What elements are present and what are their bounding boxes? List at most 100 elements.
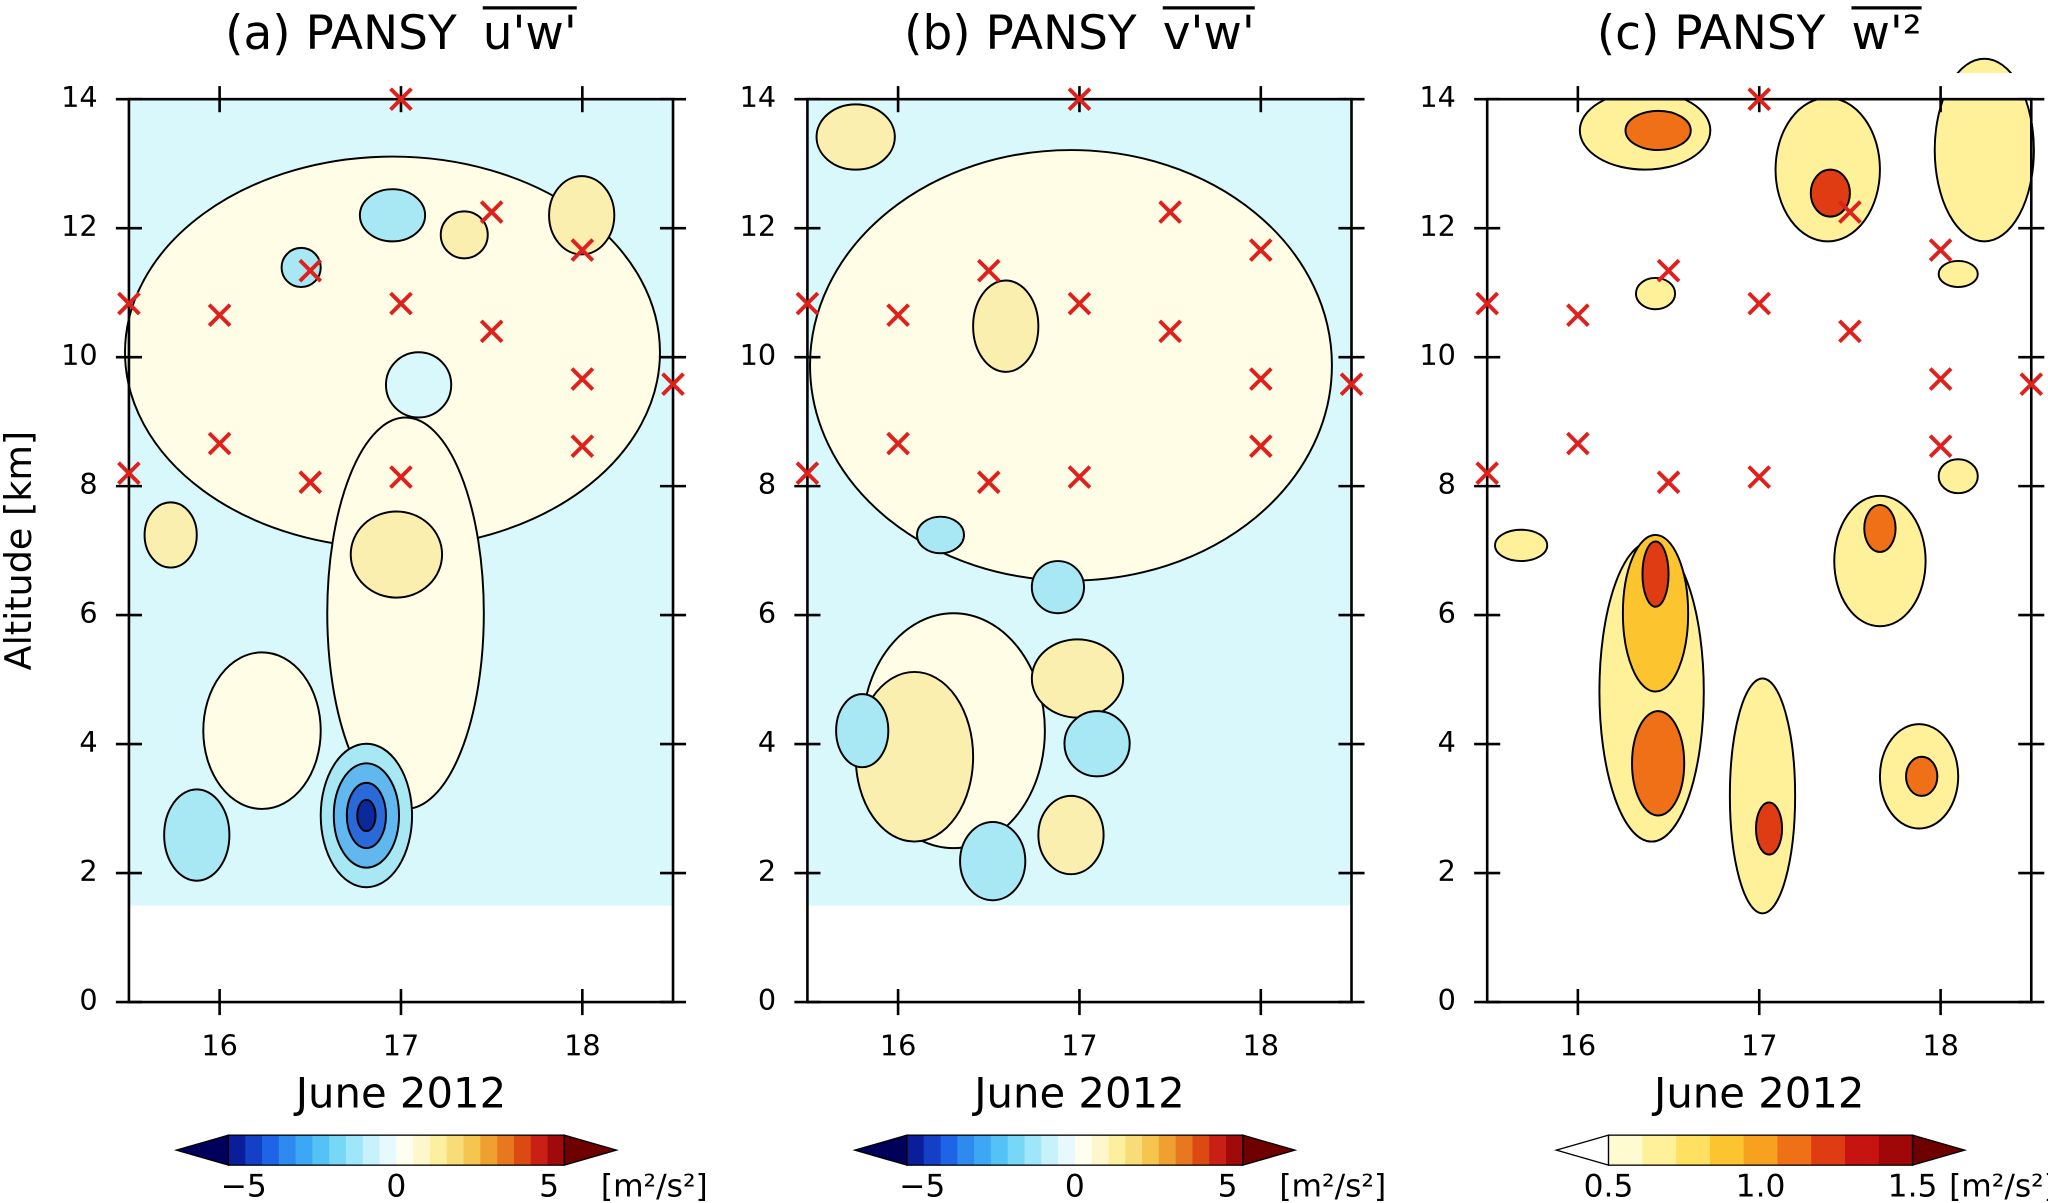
marker [661,372,685,397]
marker [1838,319,1862,344]
marker [298,470,323,495]
marker [1248,434,1273,458]
y-tick-label: 14 [1419,80,1456,114]
x-axis-label: June 2012 [971,1069,1184,1118]
colorbar-segment [329,1135,347,1166]
colorbar-tick-label: 1.0 [1736,1168,1786,1203]
marker [976,258,1001,283]
colorbar-segment [1209,1135,1227,1166]
title-variable: v'w' [1163,6,1255,61]
colorbar-segment [923,1135,942,1166]
marker [1475,291,1500,316]
marker [1248,367,1273,391]
y-tick-label: 6 [79,596,97,630]
colorbar-segment [312,1135,330,1166]
colorbar-segment [1142,1135,1160,1166]
colorbar-segment [295,1135,314,1166]
marker [207,431,232,456]
marker [1158,319,1182,344]
x-tick-label: 18 [564,1029,601,1063]
y-tick-label: 12 [1419,209,1456,243]
y-tick-label: 2 [79,854,97,888]
marker [1566,303,1590,328]
marker [570,434,595,458]
colorbar-segment [1007,1135,1026,1166]
marker [976,470,1001,495]
chart-title: (b) PANSY [904,6,1137,61]
colorbar-segment [974,1135,992,1166]
colorbar-segment [362,1135,381,1166]
y-tick-label: 0 [79,983,97,1017]
y-tick-label: 10 [61,338,98,372]
x-axis-label: June 2012 [1651,1069,1864,1118]
colorbar-segment [1074,1135,1093,1166]
colorbar-segment [379,1135,398,1166]
colorbar-segment [1878,1135,1914,1166]
colorbar-segment [480,1135,498,1166]
colorbar-segment [957,1135,975,1166]
colorbar-tick-label: 0.5 [1584,1168,1634,1203]
marker [795,291,820,316]
marker [1656,258,1681,283]
marker [389,87,413,111]
colorbar-end [563,1134,619,1167]
marker [479,200,504,224]
marker [1566,431,1590,456]
y-tick-label: 12 [61,209,98,243]
colorbar-segment [1058,1135,1076,1166]
marker [795,461,820,486]
y-tick-label: 4 [1438,725,1456,759]
y-tick-label: 0 [1438,983,1456,1017]
y-tick-label: 6 [1438,596,1456,630]
colorbar-segment [940,1135,958,1166]
colorbar-segment [1175,1135,1194,1166]
marker [1928,238,1953,262]
colorbar-tick-label: −5 [221,1168,267,1203]
colorbar-unit: [m²/s²] [601,1168,708,1203]
marker [1248,238,1273,262]
colorbar-frame [227,1134,565,1166]
colorbar-tick-label: 1.5 [1888,1168,1938,1203]
colorbar-segment [1642,1135,1677,1166]
x-tick-label: 16 [880,1029,917,1063]
colorbar-tick-label: −5 [899,1168,945,1203]
marker [1067,87,1092,111]
marker [1067,465,1092,489]
colorbar-unit: [m²/s²] [1949,1168,2048,1203]
colorbar-segment [463,1135,482,1166]
x-tick-label: 18 [1922,1029,1959,1063]
marker [1747,87,1772,111]
marker [1838,200,1862,224]
marker [298,258,323,283]
colorbar-segment [530,1135,549,1166]
colorbar-segment [245,1135,263,1166]
y-axis-label: Altitude [km] [0,431,40,671]
colorbar-segment [1024,1135,1042,1166]
x-tick-label: 16 [1560,1029,1597,1063]
marker [1928,367,1953,391]
x-tick-label: 17 [1061,1029,1098,1063]
chart-title: (a) PANSY [225,6,457,61]
y-tick-label: 10 [1419,338,1456,372]
colorbar-segment [513,1135,532,1166]
colorbar-segment [1226,1135,1244,1166]
colorbar-end [852,1134,908,1167]
y-tick-label: 6 [758,596,776,630]
colorbar-segment [990,1135,1009,1166]
colorbar-segment [1709,1135,1745,1166]
colorbar-tick-label: 0 [386,1168,406,1203]
marker [1747,291,1772,316]
title-variable: u'w' [483,6,577,61]
colorbar-segment [547,1135,565,1166]
colorbar-segment [1158,1135,1177,1166]
marker [1747,465,1772,489]
colorbar-tick-label: 0 [1065,1168,1085,1203]
colorbar-segment [1811,1135,1846,1166]
marker [479,319,504,344]
marker [389,465,413,489]
colorbar-segment [1041,1135,1059,1166]
y-tick-label: 2 [1438,854,1456,888]
colorbar-segment [906,1135,925,1166]
colorbar-segment [1777,1135,1812,1166]
colorbar-segment [346,1135,364,1166]
